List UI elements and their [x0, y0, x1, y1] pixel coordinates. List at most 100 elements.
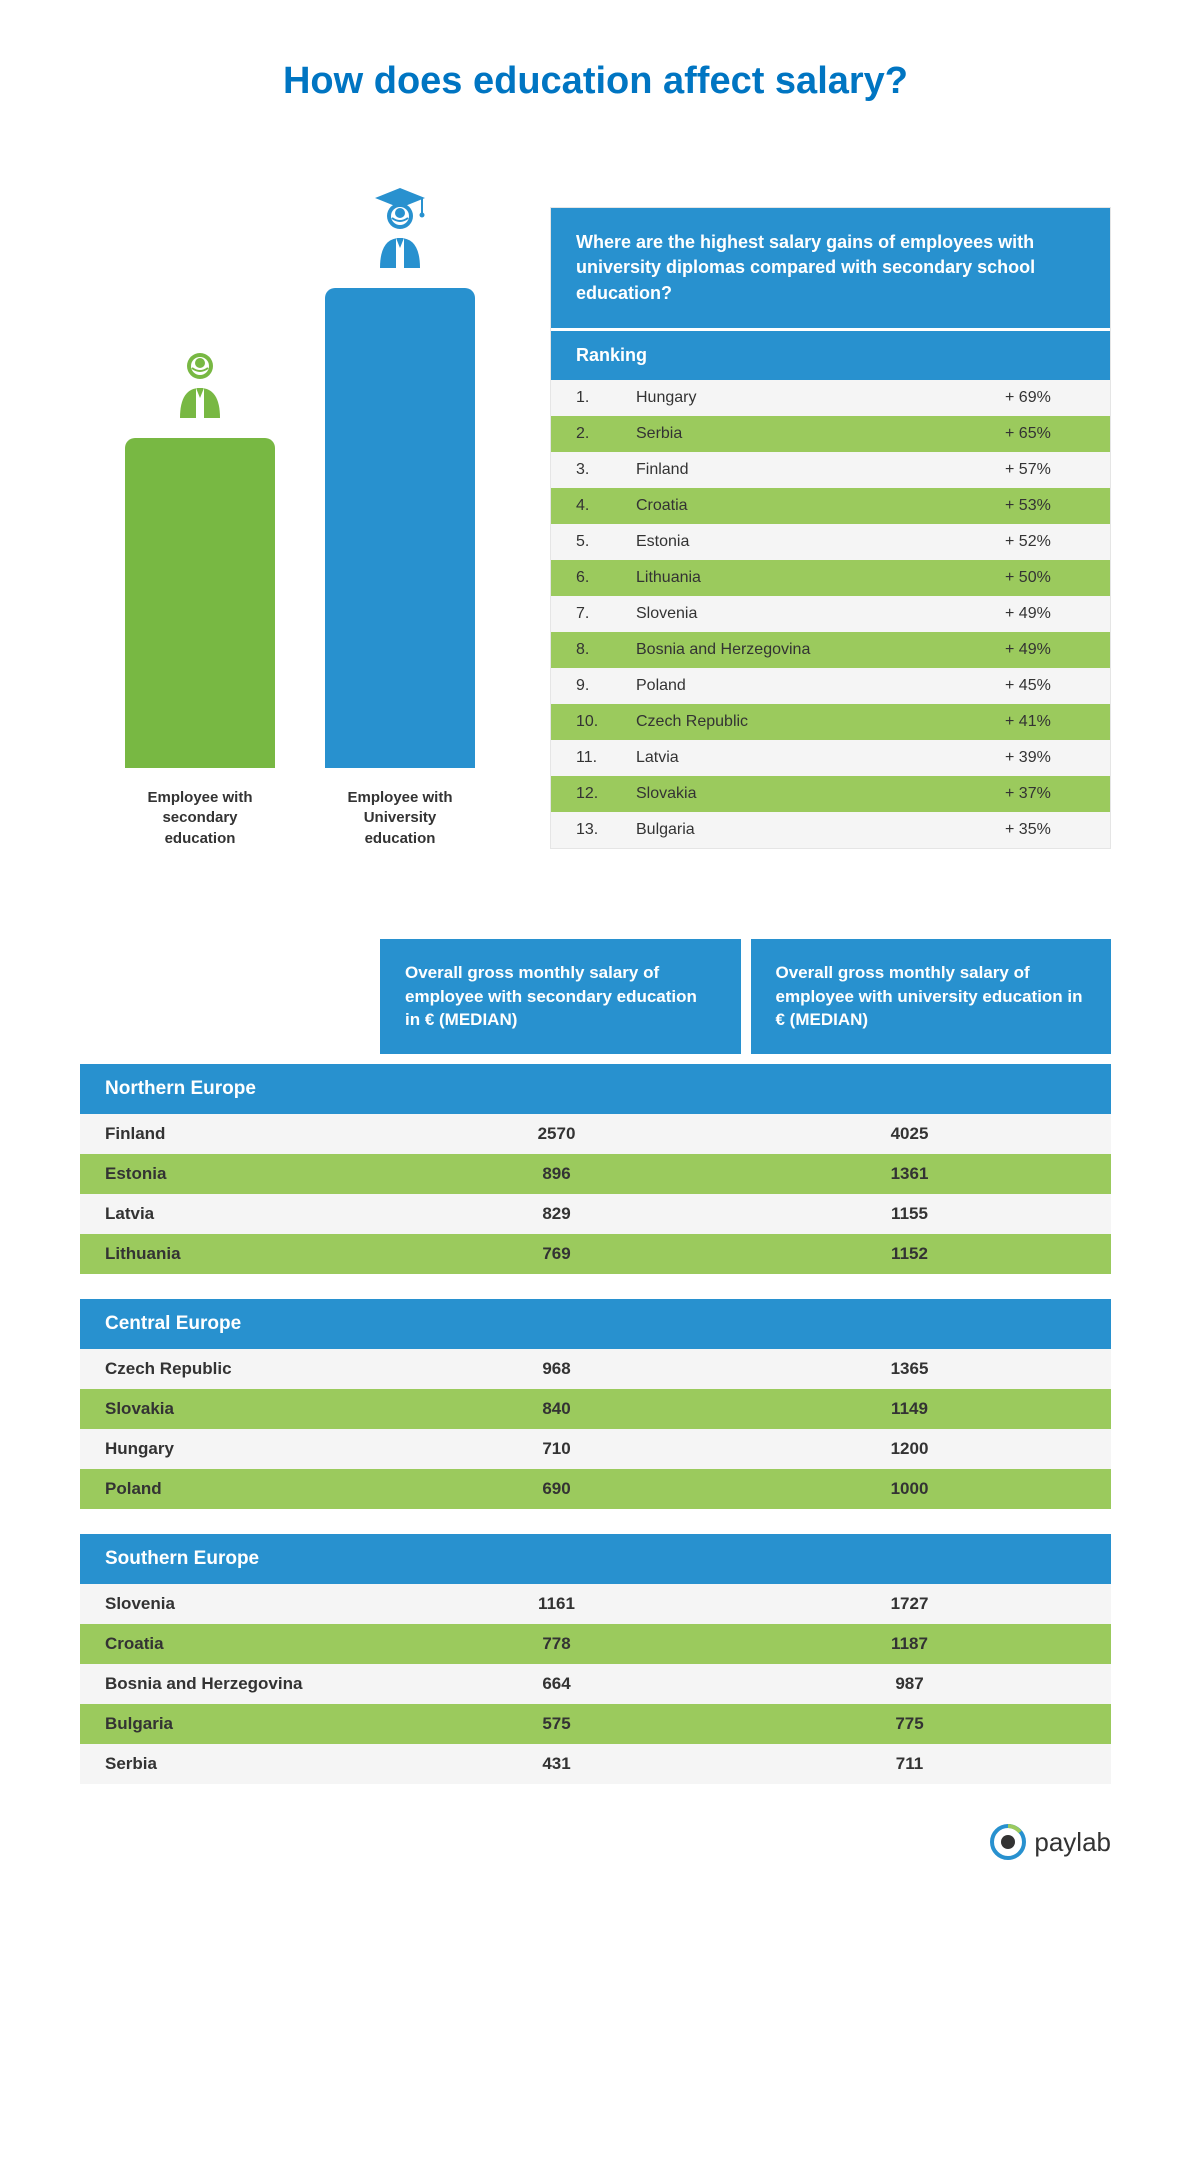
rank-country: Finland [636, 461, 1005, 479]
bar-chart: Employee withsecondaryeducation Emp [80, 183, 500, 849]
rank-country: Slovakia [636, 785, 1005, 803]
salary-secondary-value: 769 [380, 1244, 733, 1264]
salary-country: Latvia [105, 1204, 380, 1224]
salary-row: Croatia7781187 [80, 1624, 1111, 1664]
rank-number: 8. [576, 641, 636, 659]
rank-country: Hungary [636, 389, 1005, 407]
ranking-header: Ranking [551, 328, 1110, 380]
region-header: Southern Europe [80, 1534, 1111, 1584]
salary-university-value: 711 [733, 1754, 1086, 1774]
rank-number: 13. [576, 821, 636, 839]
ranking-row: 2.Serbia+ 65% [551, 416, 1110, 452]
salary-university-value: 987 [733, 1674, 1086, 1694]
salary-country: Poland [105, 1479, 380, 1499]
rank-percent: + 35% [1005, 821, 1085, 839]
salary-row: Lithuania7691152 [80, 1234, 1111, 1274]
salary-row: Finland25704025 [80, 1114, 1111, 1154]
rank-number: 10. [576, 713, 636, 731]
salary-row: Serbia431711 [80, 1744, 1111, 1784]
salary-secondary-value: 840 [380, 1399, 733, 1419]
salary-row: Estonia8961361 [80, 1154, 1111, 1194]
salary-country: Slovakia [105, 1399, 380, 1419]
salary-column-headers: Overall gross monthly salary of employee… [380, 939, 1111, 1054]
salary-row: Bosnia and Herzegovina664987 [80, 1664, 1111, 1704]
rank-percent: + 37% [1005, 785, 1085, 803]
salary-country: Czech Republic [105, 1359, 380, 1379]
ranking-row: 6.Lithuania+ 50% [551, 560, 1110, 596]
rank-number: 11. [576, 749, 636, 767]
bar-secondary: Employee withsecondaryeducation [125, 348, 275, 849]
salary-university-value: 1727 [733, 1594, 1086, 1614]
salary-university-value: 1000 [733, 1479, 1086, 1499]
salary-university-value: 1149 [733, 1399, 1086, 1419]
ranking-row: 13.Bulgaria+ 35% [551, 812, 1110, 848]
bar-university-label: Employee withUniversityeducation [325, 788, 475, 849]
rank-percent: + 50% [1005, 569, 1085, 587]
ranking-row: 3.Finland+ 57% [551, 452, 1110, 488]
rank-country: Bosnia and Herzegovina [636, 641, 1005, 659]
region-header: Central Europe [80, 1299, 1111, 1349]
rank-country: Latvia [636, 749, 1005, 767]
ranking-question: Where are the highest salary gains of em… [551, 208, 1110, 328]
logo-icon [990, 1824, 1026, 1860]
salary-university-value: 1365 [733, 1359, 1086, 1379]
graduate-icon [365, 183, 435, 273]
salary-secondary-value: 829 [380, 1204, 733, 1224]
ranking-row: 4.Croatia+ 53% [551, 488, 1110, 524]
rank-percent: + 41% [1005, 713, 1085, 731]
salary-university-value: 1155 [733, 1204, 1086, 1224]
salary-country: Croatia [105, 1634, 380, 1654]
salary-row: Hungary7101200 [80, 1429, 1111, 1469]
rank-percent: + 52% [1005, 533, 1085, 551]
salary-secondary-value: 664 [380, 1674, 733, 1694]
ranking-row: 7.Slovenia+ 49% [551, 596, 1110, 632]
salary-row: Slovenia11611727 [80, 1584, 1111, 1624]
salary-row: Bulgaria575775 [80, 1704, 1111, 1744]
person-icon [170, 348, 230, 423]
rank-number: 1. [576, 389, 636, 407]
logo-text: paylab [1034, 1827, 1111, 1858]
rank-percent: + 39% [1005, 749, 1085, 767]
salary-country: Bosnia and Herzegovina [105, 1674, 380, 1694]
region-block: Northern EuropeFinland25704025Estonia896… [80, 1064, 1111, 1274]
ranking-row: 11.Latvia+ 39% [551, 740, 1110, 776]
rank-country: Czech Republic [636, 713, 1005, 731]
rank-country: Croatia [636, 497, 1005, 515]
rank-number: 7. [576, 605, 636, 623]
page-title: How does education affect salary? [80, 60, 1111, 103]
salary-secondary-value: 431 [380, 1754, 733, 1774]
rank-country: Estonia [636, 533, 1005, 551]
rank-number: 4. [576, 497, 636, 515]
bar-secondary-label: Employee withsecondaryeducation [125, 788, 275, 849]
rank-percent: + 65% [1005, 425, 1085, 443]
salary-country: Hungary [105, 1439, 380, 1459]
ranking-row: 10.Czech Republic+ 41% [551, 704, 1110, 740]
rank-country: Serbia [636, 425, 1005, 443]
region-header: Northern Europe [80, 1064, 1111, 1114]
salary-secondary-value: 968 [380, 1359, 733, 1379]
rank-percent: + 69% [1005, 389, 1085, 407]
paylab-logo: paylab [80, 1824, 1111, 1860]
salary-secondary-value: 2570 [380, 1124, 733, 1144]
salary-row: Poland6901000 [80, 1469, 1111, 1509]
rank-number: 6. [576, 569, 636, 587]
salary-secondary-value: 1161 [380, 1594, 733, 1614]
salary-country: Slovenia [105, 1594, 380, 1614]
salary-country: Serbia [105, 1754, 380, 1774]
salary-country: Estonia [105, 1164, 380, 1184]
salary-country: Finland [105, 1124, 380, 1144]
ranking-table: Where are the highest salary gains of em… [550, 207, 1111, 849]
salary-row: Slovakia8401149 [80, 1389, 1111, 1429]
salary-university-value: 1152 [733, 1244, 1086, 1264]
bar-secondary-rect [125, 438, 275, 768]
rank-percent: + 53% [1005, 497, 1085, 515]
region-block: Central Europe Czech Republic9681365 Slova… [80, 1299, 1111, 1509]
rank-country: Poland [636, 677, 1005, 695]
salary-university-value: 1200 [733, 1439, 1086, 1459]
salary-header-university: Overall gross monthly salary of employee… [751, 939, 1112, 1054]
salary-header-secondary: Overall gross monthly salary of employee… [380, 939, 741, 1054]
salary-secondary-value: 575 [380, 1714, 733, 1734]
rank-number: 3. [576, 461, 636, 479]
salary-secondary-value: 690 [380, 1479, 733, 1499]
rank-country: Lithuania [636, 569, 1005, 587]
